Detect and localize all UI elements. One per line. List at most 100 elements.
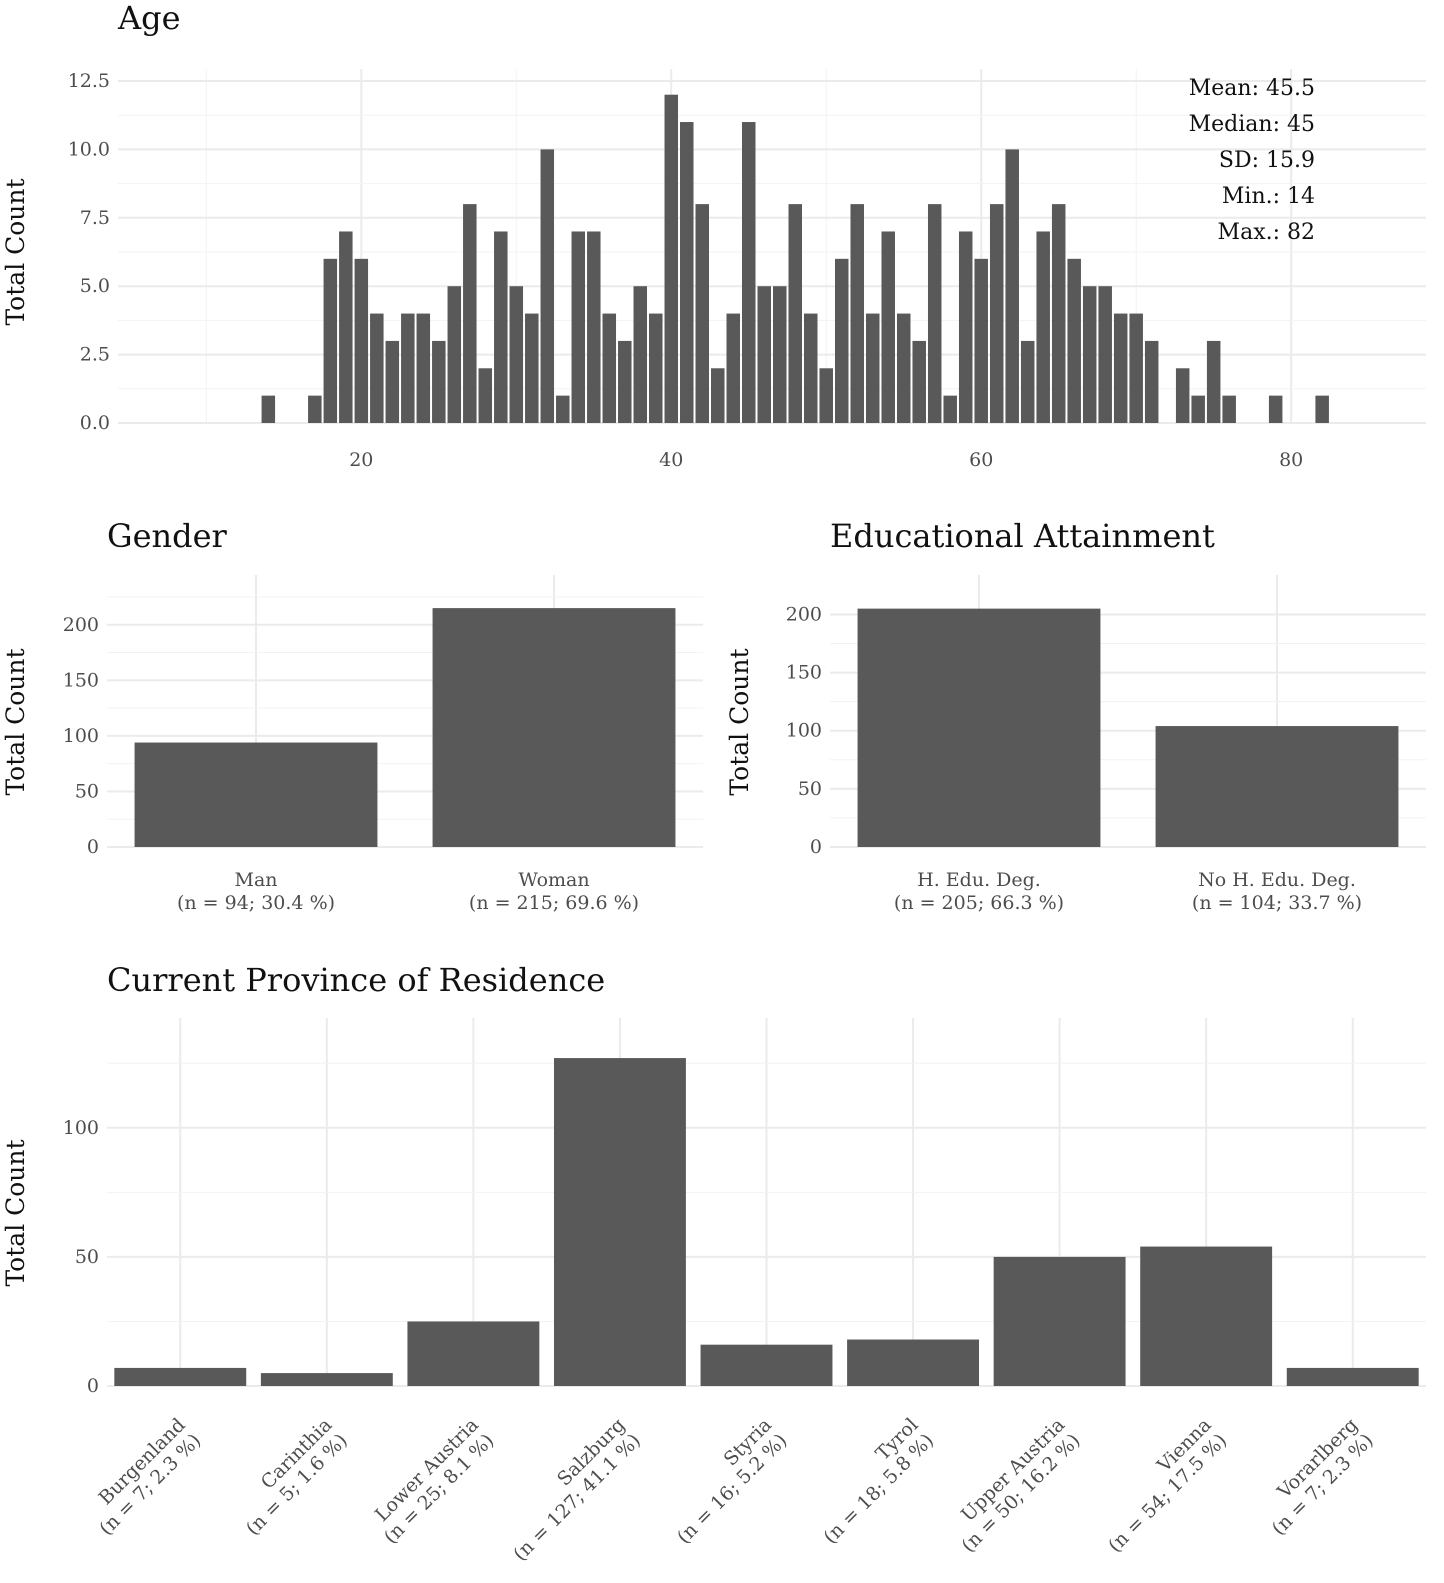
histogram-bar — [757, 286, 771, 423]
histogram-bar — [571, 231, 586, 423]
histogram-bar — [370, 313, 384, 423]
histogram-bar — [1206, 340, 1221, 423]
histogram-bar — [509, 286, 524, 423]
histogram-bar — [354, 258, 369, 423]
histogram-bar — [742, 122, 756, 423]
histogram-bar — [1020, 340, 1035, 423]
y-tick-label: 100 — [63, 725, 99, 747]
x-tick-label: Upper Austria(n = 50; 16.2 %) — [942, 1414, 1085, 1557]
summary-stat: Mean: 45.5 — [1189, 76, 1315, 101]
bar — [1140, 1246, 1273, 1386]
bar — [432, 608, 676, 847]
histogram-bar — [788, 204, 802, 423]
x-tick-label: Lower Austria(n = 25; 8.1 %) — [364, 1414, 498, 1548]
histogram-bar — [881, 231, 895, 423]
histogram-bar — [1082, 286, 1097, 423]
x-tick-label: Styria(n = 16; 5.2 %) — [657, 1414, 791, 1548]
histogram-bar — [989, 204, 1004, 423]
histogram-bar — [587, 231, 601, 423]
histogram-bar — [478, 368, 493, 423]
histogram-bar — [463, 204, 477, 423]
bar — [993, 1256, 1126, 1386]
histogram-bar — [1191, 395, 1205, 423]
histogram-bar — [1051, 204, 1066, 423]
y-tick-label: 0 — [87, 1375, 99, 1397]
y-axis-title: Total Count — [1, 178, 30, 325]
histogram-bar — [556, 395, 570, 423]
x-tick-label: Vienna(n = 54; 17.5 %) — [1088, 1414, 1231, 1557]
histogram-bar — [726, 313, 741, 423]
bar — [134, 742, 378, 847]
y-tick-label: 10.0 — [68, 138, 110, 160]
y-tick-label: 0 — [810, 836, 822, 858]
x-tick-label: Burgenland(n = 7; 2.3 %) — [80, 1414, 206, 1540]
chart-title: Age — [117, 0, 181, 37]
histogram-bar — [1005, 149, 1019, 423]
histogram-bar — [819, 368, 833, 423]
histogram-bar — [680, 122, 694, 423]
histogram-bar — [912, 340, 926, 423]
histogram-bar — [711, 368, 725, 423]
histogram-bar — [385, 340, 400, 423]
histogram-bar — [618, 340, 632, 423]
x-tick-label: Man — [234, 869, 277, 891]
histogram-bar — [432, 340, 446, 423]
bar — [553, 1058, 686, 1386]
y-tick-label: 2.5 — [80, 344, 110, 366]
gender-bar-panel: 0 50 100 150 200 Man(n = 94; 30.4 %) Woman(n =… — [1, 517, 703, 914]
y-axis-title: Total Count — [1, 648, 30, 795]
x-tick-label: H. Edu. Deg. — [917, 869, 1041, 891]
histogram-bar — [1113, 313, 1128, 423]
histogram-bar — [525, 313, 539, 423]
histogram-bar — [308, 395, 322, 423]
y-tick-label: 200 — [786, 603, 822, 625]
chart-title: Gender — [107, 517, 228, 555]
y-tick-label: 5.0 — [80, 275, 110, 297]
x-tick-label: (n = 94; 30.4 %) — [177, 892, 335, 914]
summary-stat: Median: 45 — [1189, 112, 1315, 137]
histogram-bar — [1268, 395, 1283, 423]
y-tick-label: 50 — [798, 778, 822, 800]
x-tick-label: Woman — [518, 869, 589, 891]
y-tick-label: 100 — [63, 1117, 99, 1139]
y-tick-label: 150 — [786, 662, 822, 684]
y-tick-label: 200 — [63, 614, 99, 636]
histogram-bar — [943, 395, 957, 423]
bar — [700, 1344, 833, 1386]
chart-title: Educational Attainment — [830, 517, 1215, 555]
x-tick-label: 60 — [969, 449, 993, 471]
bar — [114, 1367, 247, 1386]
x-tick-label: (n = 104; 33.7 %) — [1192, 892, 1362, 914]
summary-stat: Min.: 14 — [1222, 184, 1315, 209]
education-bar-panel: 0 50 100 150 200 H. Edu. Deg.(n = 205; 66.3 %… — [725, 517, 1426, 914]
histogram-bar — [695, 204, 710, 423]
x-tick-label: Tyrol(n = 18; 5.8 %) — [804, 1414, 938, 1548]
histogram-bar — [416, 313, 431, 423]
histogram-bar — [834, 258, 849, 423]
histogram-bar — [602, 313, 617, 423]
histogram-bar — [494, 231, 508, 423]
histogram-bar — [447, 286, 462, 423]
histogram-bar — [540, 149, 555, 423]
summary-stat: SD: 15.9 — [1219, 148, 1315, 173]
y-tick-label: 12.5 — [68, 70, 110, 92]
histogram-bar — [339, 231, 353, 423]
bar — [1286, 1367, 1419, 1386]
histogram-bar — [927, 204, 942, 423]
x-tick-label: No H. Edu. Deg. — [1198, 869, 1356, 891]
histogram-bar — [1144, 340, 1159, 423]
y-tick-label: 50 — [75, 780, 99, 802]
bar — [1155, 726, 1399, 847]
y-axis-title: Total Count — [1, 1139, 30, 1286]
chart-title: Current Province of Residence — [107, 961, 605, 999]
age-histogram-panel: 0.0 2.5 5.0 7.5 10.0 12.5 20 40 60 80 Age Total Cou… — [1, 0, 1426, 471]
province-bar-panel: 0 50 100 Burgenland(n = 7; 2.3 %) Carinthia(… — [1, 961, 1426, 1565]
histogram-bar — [1067, 258, 1081, 423]
histogram-bar — [1315, 395, 1329, 423]
histogram-bar — [896, 313, 911, 423]
histogram-bar — [850, 204, 864, 423]
x-tick-label: Vorarlberg(n = 7; 2.3 %) — [1252, 1414, 1378, 1540]
y-tick-label: 0 — [87, 836, 99, 858]
x-tick-label: 40 — [659, 449, 683, 471]
